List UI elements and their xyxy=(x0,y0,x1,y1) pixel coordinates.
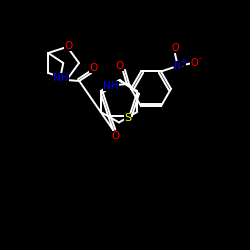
Text: NH: NH xyxy=(54,73,69,83)
Text: O: O xyxy=(190,58,198,68)
Text: S: S xyxy=(124,113,131,123)
Text: N: N xyxy=(174,62,182,72)
Text: +: + xyxy=(180,57,186,66)
Text: O: O xyxy=(116,61,124,71)
Text: O: O xyxy=(171,44,179,54)
Text: O: O xyxy=(111,131,119,141)
Text: O: O xyxy=(89,63,97,73)
Text: O: O xyxy=(64,41,72,51)
Text: NH: NH xyxy=(103,81,119,91)
Text: -: - xyxy=(198,54,201,63)
